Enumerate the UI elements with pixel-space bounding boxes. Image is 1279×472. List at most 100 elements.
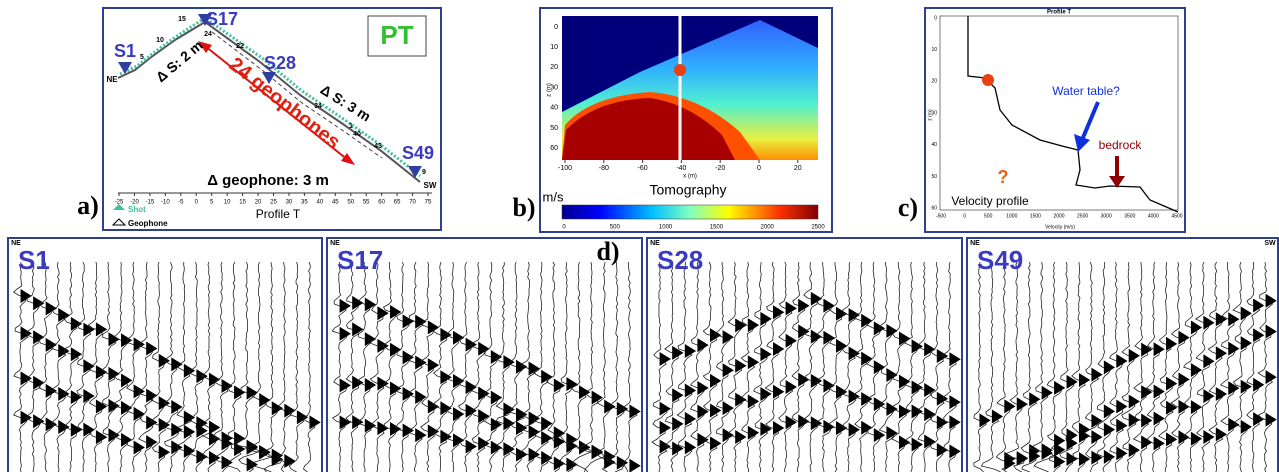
caption: Velocity profile [951,194,1029,208]
x-tick-label: -5 [178,200,184,206]
trace [125,261,142,472]
trace-lobe [785,333,797,348]
x-tick-label: 3000 [1101,213,1112,219]
trace-lobe [1265,293,1277,308]
trace-lobe [516,407,528,422]
trace-lobe [823,419,835,434]
trace-lobe [364,332,377,347]
trace [689,261,705,472]
trace-lobe [1091,430,1103,445]
arrow-head [198,41,212,53]
annotation: Water table? [1052,84,1120,98]
trace-lobe [490,390,503,405]
trace-lobe [339,298,351,313]
trace [51,261,67,472]
trace-lobe [1203,389,1215,404]
trace-lobe [541,416,553,431]
trace-lobe [1128,413,1140,428]
x-tick-label: 55 [363,200,370,206]
trace [651,261,668,472]
trace [841,261,857,472]
trace-lobe [95,322,108,337]
trace-lobe [453,407,465,422]
trace-lobe [1054,442,1066,457]
trace-lobe [1091,413,1103,428]
trace-lobe [364,297,377,312]
trace-lobe [1253,412,1265,427]
x-tick-label: 1500 [1030,213,1041,219]
trace-lobe [246,440,258,455]
trace-lobe [133,406,145,421]
trace-lobe [798,324,810,339]
trace [605,261,625,472]
trace-lobe [924,382,936,397]
panel-label: c) [898,193,918,222]
trace-lobe [911,380,923,395]
water-table-arrow [1080,101,1100,141]
trace-lobe [377,421,389,436]
trace-lobe [710,403,722,418]
trace-lobe [697,338,709,353]
legend-shot [113,204,125,210]
trace-lobe [58,308,70,323]
panel-label: d) [596,237,619,266]
trace-lobe [183,410,196,425]
trace-lobe [848,346,860,361]
x-tick-label: 4000 [1148,213,1159,219]
trace-lobe [196,449,208,464]
trace-lobe [798,372,810,387]
trace-lobe [785,301,797,316]
trace-lobe [924,434,936,449]
trace-lobe [1128,348,1140,363]
colorbar-tick: 0 [562,225,566,231]
x-tick-label: -40 [676,165,686,172]
trace-lobe [1190,363,1203,378]
trace-lobe [528,424,540,439]
trace-lobe [83,359,95,374]
trace [664,261,680,472]
trace [1257,261,1274,472]
trace-lobe [208,372,221,387]
trace [576,261,605,472]
trace-lobe [1265,412,1277,427]
trace-lobe [284,453,296,468]
trace-lobe [684,383,697,398]
trace [1219,262,1236,472]
trace-lobe [672,441,684,456]
trace [63,261,80,472]
trace-lobe [528,411,540,426]
trace-lobe [697,380,709,395]
x-tick-label: 35 [301,200,308,206]
trace-lobe [747,355,760,370]
trace [1183,261,1199,472]
trace-lobe [478,341,490,356]
trace [1020,261,1038,472]
trace-lobe [45,301,57,316]
trace-lobe [949,352,961,367]
trace-lobe [503,442,515,457]
trace-lobe [427,358,440,373]
trace-lobe [402,350,414,365]
trace-lobe [528,361,540,376]
trace-lobe [133,440,145,455]
legend-geophone [111,218,127,226]
trace-lobe [579,385,591,400]
trace [891,262,908,472]
trace [1096,261,1112,472]
trace-lobe [58,420,70,435]
trace [622,261,638,472]
end-label: NE [11,240,21,247]
trace-lobe [208,420,221,435]
x-tick-label: -20 [130,200,139,206]
trace-lobe [747,394,760,409]
x-tick-label: 65 [394,200,401,206]
station-number: 15 [178,16,186,23]
trace-lobe [45,417,57,432]
trace-lobe [1078,428,1091,443]
trace-lobe [478,436,490,451]
trace-lobe [465,439,477,454]
x-tick-label: 500 [984,213,993,219]
trace [345,261,360,472]
trace-lobe [45,383,57,398]
arrow-head [1109,176,1125,188]
